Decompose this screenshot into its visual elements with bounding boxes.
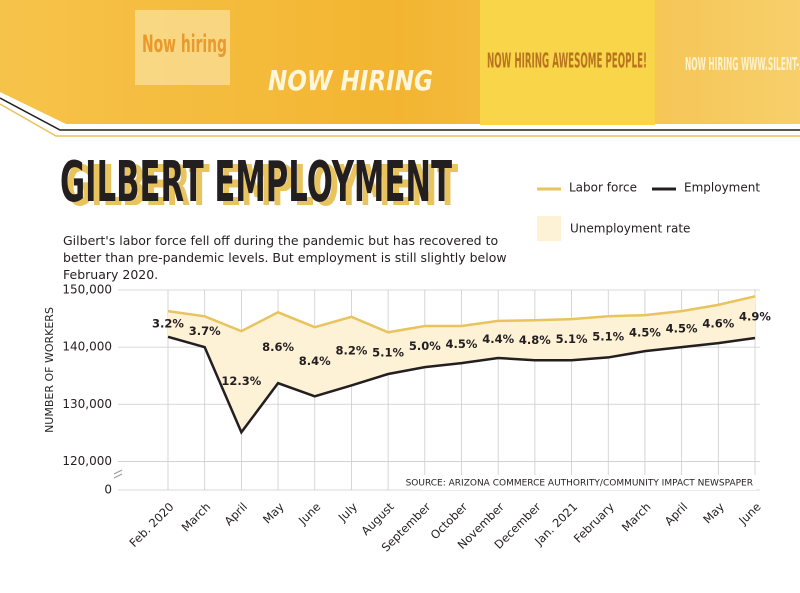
- x-tick-label: May: [260, 500, 287, 527]
- data-label: 5.1%: [372, 346, 404, 360]
- x-tick-label: Feb. 2020: [126, 500, 176, 550]
- axis-break: [113, 469, 123, 479]
- axis-break: [114, 470, 122, 478]
- legend-label: Employment: [684, 181, 760, 195]
- data-label: 5.1%: [592, 329, 624, 343]
- legend-label: Unemployment rate: [570, 222, 690, 236]
- series-line: [167, 335, 756, 435]
- banner-rule: [0, 103, 800, 137]
- sign-text: NOW HIRING: [268, 64, 433, 97]
- data-label: 12.3%: [221, 374, 261, 388]
- title-shadow: GILBERT EMPLOYMENT: [66, 154, 458, 219]
- data-label: 8.2%: [335, 344, 367, 358]
- data-label: 5.0%: [409, 339, 441, 353]
- data-label: 4.9%: [739, 310, 771, 324]
- data-label: 4.5%: [446, 337, 478, 351]
- data-label: 8.4%: [299, 354, 331, 368]
- source: SOURCE: ARIZONA COMMERCE AUTHORITY/COMMU…: [406, 479, 753, 489]
- sign-text: NOW HIRING AWESOME PEOPLE!: [487, 49, 647, 73]
- unemployment-band: [168, 296, 755, 433]
- y-tick-label: 0: [104, 483, 112, 497]
- data-label: 3.7%: [189, 324, 221, 338]
- data-label: 4.5%: [666, 322, 698, 336]
- x-tick-label: February: [571, 500, 617, 546]
- x-tick-label: June: [295, 500, 323, 528]
- banner-photo: [0, 0, 800, 124]
- x-tick-label: March: [619, 500, 654, 535]
- x-tick-label: March: [179, 500, 214, 535]
- legend-swatch: [537, 216, 561, 241]
- x-tick-label: May: [700, 500, 727, 527]
- x-tick-label: April: [221, 500, 249, 528]
- chart-title: GILBERT EMPLOYMENT: [60, 150, 452, 215]
- data-label: 4.8%: [519, 333, 551, 347]
- sign: [135, 10, 230, 85]
- banner-rule: [0, 97, 800, 131]
- y-tick-label: 150,000: [62, 283, 112, 297]
- y-tick-label: 140,000: [62, 340, 112, 354]
- data-label: 4.4%: [482, 332, 514, 346]
- x-tick-label: April: [662, 500, 690, 528]
- data-label: 3.2%: [152, 317, 184, 331]
- y-tick-label: 120,000: [62, 454, 112, 468]
- subtitle: Gilbert's labor force fell off during th…: [63, 233, 507, 282]
- data-label: 4.5%: [629, 326, 661, 340]
- x-tick-label: July: [335, 500, 360, 525]
- data-label: 4.6%: [702, 317, 734, 331]
- sign-text: Now hiring: [142, 30, 227, 58]
- sign-text: NOW HIRING WWW.SILENT-A: [685, 54, 800, 75]
- data-label: 8.6%: [262, 340, 294, 354]
- data-label: 5.1%: [556, 332, 588, 346]
- y-tick-label: 130,000: [62, 397, 112, 411]
- series-line: [167, 295, 756, 334]
- source-bg: [422, 475, 756, 490]
- sign: [480, 0, 655, 125]
- y-axis-label: NUMBER OF WORKERS: [43, 307, 56, 433]
- legend-label: Labor force: [569, 181, 637, 195]
- x-tick-label: June: [735, 500, 763, 528]
